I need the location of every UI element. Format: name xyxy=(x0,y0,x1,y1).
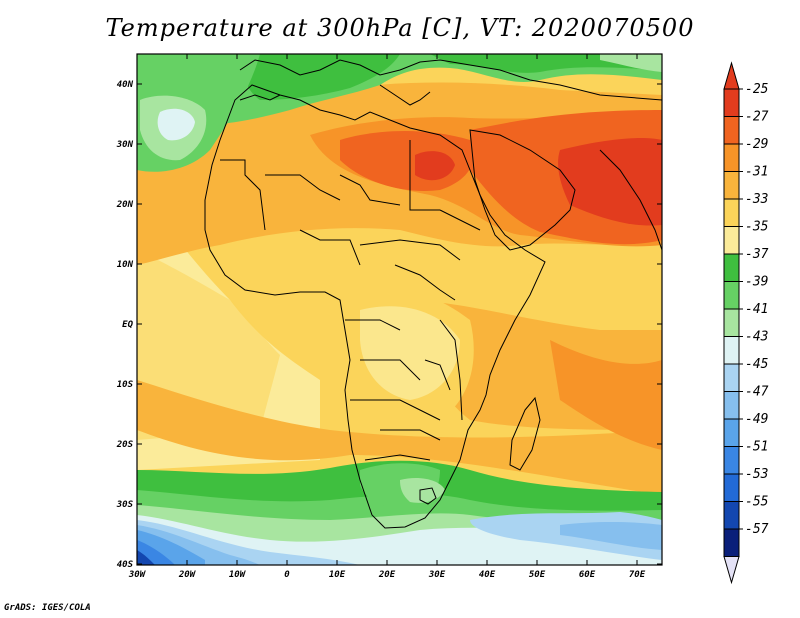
colorbar-label: -41 xyxy=(745,302,768,317)
x-tick-label: 60E xyxy=(579,570,596,580)
x-tick-label: 40E xyxy=(479,570,496,580)
colorbar-swatch xyxy=(723,143,740,172)
y-tick-label: 20S xyxy=(116,440,134,450)
y-tick-label: 10S xyxy=(117,380,134,390)
y-tick-label: 10N xyxy=(117,260,134,270)
y-tick-label: 40S xyxy=(117,560,134,570)
x-tick-label: 10E xyxy=(329,570,346,580)
colorbar-swatch xyxy=(723,198,740,227)
y-tick-label: 20N xyxy=(116,200,134,210)
colorbar-label: -49 xyxy=(745,412,768,427)
colorbar-swatch xyxy=(723,391,740,420)
colorbar-swatch xyxy=(723,253,740,282)
map-frame xyxy=(136,53,663,566)
colorbar-label: -51 xyxy=(745,440,768,455)
colorbar-swatch xyxy=(723,308,740,337)
colorbar-swatch xyxy=(723,446,740,475)
colorbar-under-triangle xyxy=(723,556,740,585)
colorbar: -25 -27 -29 -31 -33 -35 -37 -39 -41 -43 -45 -47 -49 -… xyxy=(723,61,769,585)
colorbar-swatch xyxy=(723,473,740,502)
colorbar-over-triangle xyxy=(723,61,740,90)
colorbar-swatch xyxy=(723,418,740,447)
x-axis: 30W 20W 10W 0 10E 20E 30E 40E 50E 60E 70E xyxy=(128,54,646,580)
y-tick-label: 30S xyxy=(116,500,134,510)
colorbar-swatch xyxy=(723,88,740,117)
y-tick-label: 30N xyxy=(116,140,134,150)
colorbar-label: -37 xyxy=(745,247,769,262)
x-tick-label: 10W xyxy=(229,570,247,580)
colorbar-swatch xyxy=(723,528,740,557)
colorbar-label: -31 xyxy=(745,165,768,180)
temperature-field xyxy=(137,54,662,565)
colorbar-swatch xyxy=(723,336,740,365)
x-tick-label: 20W xyxy=(178,570,197,580)
colorbar-swatch xyxy=(723,171,740,200)
colorbar-label: -53 xyxy=(745,467,768,482)
y-tick-label: 40N xyxy=(117,80,134,90)
x-tick-label: 50E xyxy=(529,570,546,580)
y-tick-label: EQ xyxy=(122,320,133,330)
colorbar-swatch xyxy=(723,281,740,310)
colorbar-label: -29 xyxy=(745,137,768,152)
colorbar-swatch xyxy=(723,116,740,145)
colorbar-label: -57 xyxy=(745,522,769,537)
colorbar-label: -35 xyxy=(745,220,769,235)
coastlines xyxy=(204,59,662,529)
y-axis: 40N 30N 20N 10N EQ 10S 20S 30S 40S xyxy=(116,80,662,570)
credit-text: GrADS: IGES/COLA xyxy=(4,603,91,613)
colorbar-swatch xyxy=(723,501,740,530)
colorbar-swatch xyxy=(723,226,740,255)
x-tick-label: 30W xyxy=(128,570,147,580)
colorbar-label: -27 xyxy=(745,110,769,125)
x-tick-label: 0 xyxy=(284,570,290,580)
x-tick-label: 20E xyxy=(378,570,396,580)
colorbar-label: -47 xyxy=(745,385,769,400)
x-tick-label: 70E xyxy=(629,570,646,580)
map-title: Temperature at 300hPa [C], VT: 202007050… xyxy=(105,14,695,42)
colorbar-label: -55 xyxy=(745,495,769,510)
x-tick-label: 30E xyxy=(428,570,446,580)
colorbar-label: -33 xyxy=(745,192,768,207)
colorbar-label: -45 xyxy=(745,357,769,372)
colorbar-label: -39 xyxy=(745,275,768,290)
colorbar-label: -25 xyxy=(745,82,769,97)
colorbar-swatch xyxy=(723,363,740,392)
colorbar-label: -43 xyxy=(745,330,768,345)
